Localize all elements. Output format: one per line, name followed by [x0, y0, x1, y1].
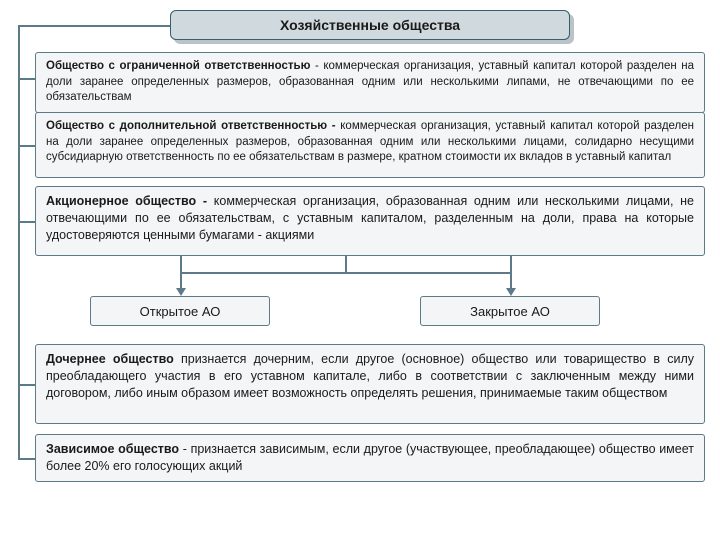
title-connector [18, 25, 170, 27]
branch-to-b5 [18, 458, 35, 460]
box-odo: Общество с дополнительной ответственност… [35, 112, 705, 178]
box-dependent-lead: Зависимое общество [46, 442, 179, 456]
branch-to-b1 [18, 78, 35, 80]
box-odo-lead: Общество с дополнительной ответственност… [46, 120, 336, 132]
b3-drop-left [180, 256, 182, 272]
box-subsidiary-lead: Дочернее общество [46, 352, 174, 366]
b3-center-drop [345, 256, 347, 272]
box-open-ao-label: Открытое АО [140, 304, 221, 319]
sub2-arrow [506, 288, 516, 296]
branch-to-b4 [18, 384, 35, 386]
branch-to-b2 [18, 145, 35, 147]
box-closed-ao-label: Закрытое АО [470, 304, 550, 319]
box-ooo: Общество с ограниченной ответственностью… [35, 52, 705, 113]
box-ao: Акционерное общество - коммерческая орга… [35, 186, 705, 256]
title-box: Хозяйственные общества [170, 10, 570, 40]
box-subsidiary: Дочернее общество признается дочерним, е… [35, 344, 705, 424]
branch-to-b3 [18, 221, 35, 223]
box-ao-lead: Акционерное общество - [46, 194, 207, 208]
box-open-ao: Открытое АО [90, 296, 270, 326]
b3-drop-right [510, 256, 512, 272]
box-closed-ao: Закрытое АО [420, 296, 600, 326]
box-dependent: Зависимое общество - признается зависимы… [35, 434, 705, 482]
title-text: Хозяйственные общества [280, 17, 460, 33]
b3-hbar [180, 272, 511, 274]
spine-line [18, 25, 20, 458]
box-ooo-lead: Общество с ограниченной ответственностью [46, 60, 310, 72]
sub1-arrow [176, 288, 186, 296]
